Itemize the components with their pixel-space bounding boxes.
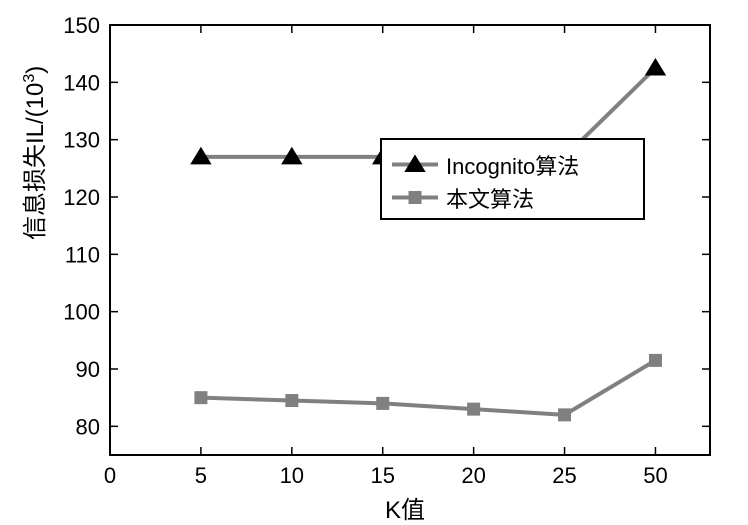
- y-tick-label: 150: [63, 13, 100, 38]
- legend-row-1: 本文算法: [390, 181, 635, 214]
- legend-label-1: 本文算法: [446, 182, 534, 214]
- x-tick-label: 5: [195, 463, 207, 488]
- y-tick-label: 100: [63, 300, 100, 325]
- y-tick-label: 140: [63, 70, 100, 95]
- legend-sample-0: [390, 148, 440, 181]
- series-marker-1: [377, 397, 389, 409]
- x-tick-label: 10: [280, 463, 304, 488]
- legend: Incognito算法本文算法: [380, 138, 645, 220]
- chart-container: 信息损失IL/(103) 051015202550809010011012013…: [0, 0, 748, 517]
- series-marker-1: [468, 403, 480, 415]
- legend-row-0: Incognito算法: [390, 148, 635, 181]
- x-axis-label-text: K值: [385, 497, 425, 524]
- x-tick-label: 15: [370, 463, 394, 488]
- y-tick-label: 90: [76, 357, 100, 382]
- y-tick-label: 130: [63, 128, 100, 153]
- series-marker-1: [195, 392, 207, 404]
- x-tick-label: 0: [104, 463, 116, 488]
- series-marker-1: [559, 409, 571, 421]
- x-tick-label: 50: [643, 463, 667, 488]
- legend-label-0: Incognito算法: [446, 149, 579, 181]
- legend-sample-1: [390, 181, 440, 214]
- y-tick-label: 80: [76, 414, 100, 439]
- plot-svg: 0 5 10 15 20 25 50 80 90 100 110 120 130 140 150: [0, 0, 748, 517]
- y-tick-label: 120: [63, 185, 100, 210]
- y-tick-label: 110: [65, 242, 100, 267]
- series-marker-1: [286, 395, 298, 407]
- x-tick-label: 25: [552, 463, 576, 488]
- x-axis-label: K值: [385, 490, 425, 525]
- x-tick-label: 20: [461, 463, 485, 488]
- series-marker-1: [649, 354, 661, 366]
